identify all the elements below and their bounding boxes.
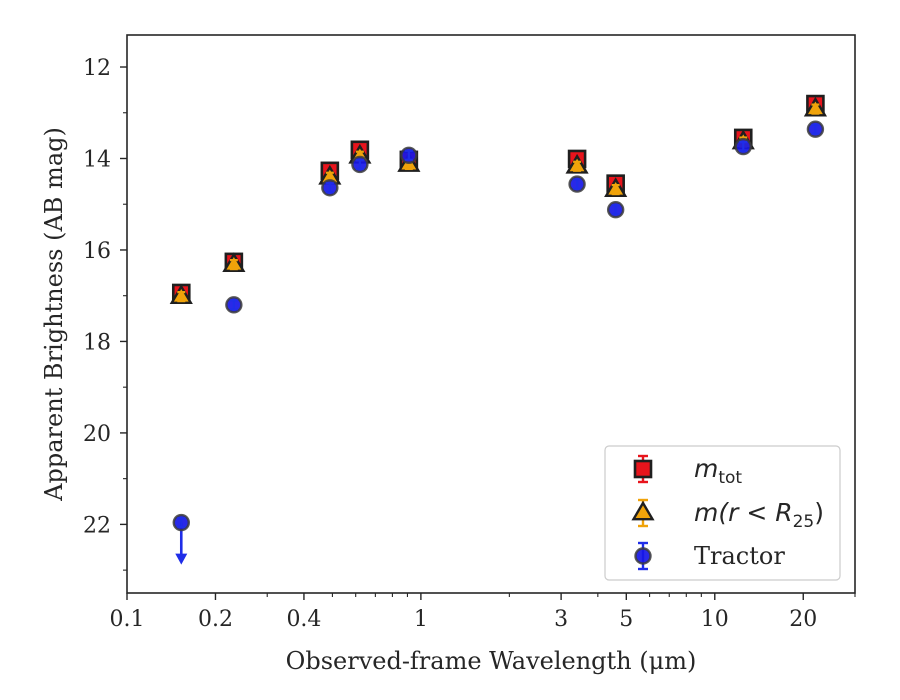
- legend-triangle-marker: [631, 500, 655, 521]
- legend-square-marker: [633, 459, 653, 479]
- circle-point: [568, 175, 586, 193]
- x-tick-label: 3: [554, 607, 568, 632]
- x-axis-label: Observed-frame Wavelength (μm): [286, 647, 697, 675]
- data-points: [169, 94, 828, 565]
- x-tick-label: 20: [789, 607, 817, 632]
- legend-label: mtot: [694, 454, 742, 488]
- circle-point: [806, 120, 825, 138]
- x-tick-label: 0.2: [198, 607, 233, 632]
- circle-point: [400, 146, 418, 164]
- legend-label: Tractor: [694, 542, 785, 570]
- y-axis-label: Apparent Brightness (AB mag): [40, 127, 68, 502]
- y-tick-label: 14: [83, 147, 111, 172]
- y-tick-label: 22: [83, 513, 111, 538]
- y-tick-label: 16: [83, 239, 111, 264]
- legend: mtot m(r < R25) Tractor: [604, 445, 841, 581]
- x-tick-label: 0.1: [110, 607, 145, 632]
- circle-point: [321, 179, 339, 197]
- x-tick-label: 5: [619, 607, 633, 632]
- triangle-point: [604, 177, 628, 197]
- x-tick-label: 0.4: [286, 607, 321, 632]
- x-tick-label: 10: [701, 607, 729, 632]
- legend-frame: [604, 445, 841, 581]
- legend-label: m(r < R25): [694, 498, 824, 532]
- series-circle: [172, 120, 825, 565]
- y-tick-label: 12: [83, 56, 111, 81]
- circle-point: [734, 137, 752, 156]
- legend-entry-triangle: m(r < R25): [631, 498, 824, 532]
- triangle-point: [222, 252, 246, 273]
- x-tick-label: 1: [414, 607, 428, 632]
- triangle-point: [803, 96, 828, 117]
- y-tick-label: 18: [83, 330, 111, 355]
- upper-limit-arrow-head: [175, 553, 188, 565]
- circle-point: [225, 296, 243, 314]
- legend-entry-square: mtot: [633, 454, 742, 488]
- legend-circle-marker: [634, 547, 652, 565]
- plot-frame: [126, 34, 856, 594]
- y-tick-label: 20: [83, 422, 111, 447]
- triangle-point: [169, 284, 193, 305]
- circle-point: [606, 201, 625, 219]
- circle-point: [351, 155, 369, 174]
- triangle-point: [565, 153, 589, 174]
- circle-point: [172, 513, 190, 565]
- axis-ticks: 0.1 0.2 0.4 1 3 5 10 20 12 14 16 18 20 22: [83, 56, 856, 632]
- legend-entry-circle: Tractor: [634, 541, 785, 571]
